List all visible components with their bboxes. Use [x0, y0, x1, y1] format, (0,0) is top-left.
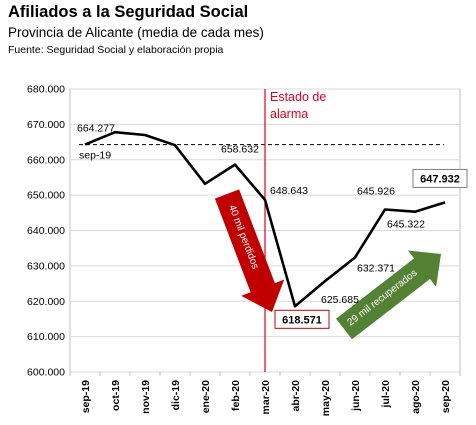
y-tick-label: 660.000 — [27, 154, 65, 166]
gain-arrow — [336, 250, 441, 340]
data-label-mar-20: 648.643 — [270, 185, 308, 197]
y-tick-label: 600.000 — [27, 367, 65, 379]
y-tick-label: 670.000 — [27, 119, 65, 131]
event-label-line1: Estado de — [270, 90, 326, 104]
x-tick-label: jun-20 — [350, 380, 362, 412]
event-label-line2: alarma — [270, 107, 308, 121]
x-tick-label: dic-19 — [170, 380, 182, 411]
x-tick-label: abr-20 — [290, 380, 302, 412]
x-tick-label: nov-19 — [140, 380, 152, 414]
data-label-sep-19: 664.277 — [77, 123, 115, 135]
x-tick-label: mar-20 — [260, 380, 272, 415]
y-tick-label: 630.000 — [27, 260, 65, 272]
y-tick-label: 640.000 — [27, 225, 65, 237]
x-tick-label: ago-20 — [410, 380, 422, 414]
chart-source: Fuente: Seguridad Social y elaboración p… — [8, 44, 224, 56]
last-label-box — [412, 168, 468, 188]
x-tick-label: sep-19 — [80, 380, 92, 413]
loss-arrow — [214, 189, 285, 312]
series-line — [84, 130, 446, 308]
reference-line-label: sep-19 — [79, 150, 111, 162]
x-tick-label: sep-20 — [440, 380, 452, 413]
y-tick-label: 650.000 — [27, 190, 65, 202]
data-label-jun-20: 632.371 — [357, 262, 395, 274]
x-tick-label: feb-20 — [230, 380, 242, 411]
chart-subtitle: Provincia de Alicante (media de cada mes… — [8, 25, 264, 40]
y-tick-label: 620.000 — [27, 296, 65, 308]
y-tick-label: 680.000 — [27, 84, 65, 96]
data-label-jul-20: 645.926 — [357, 186, 395, 198]
chart-title: Afiliados a la Seguridad Social — [8, 3, 249, 21]
data-label-ago-20: 645.322 — [387, 219, 425, 231]
min-label-box — [274, 309, 330, 329]
x-tick-label: jul-20 — [380, 380, 392, 409]
data-label-may-20: 625.685 — [321, 294, 359, 306]
data-label-abr-20: 618.571 — [282, 314, 322, 326]
data-label-sep-20: 647.932 — [420, 173, 460, 185]
data-label-feb-20: 658.632 — [221, 144, 259, 156]
x-tick-label: oct-19 — [110, 380, 122, 411]
y-tick-label: 610.000 — [27, 331, 65, 343]
x-tick-label: ene-20 — [200, 380, 212, 413]
x-tick-label: may-20 — [320, 380, 332, 416]
